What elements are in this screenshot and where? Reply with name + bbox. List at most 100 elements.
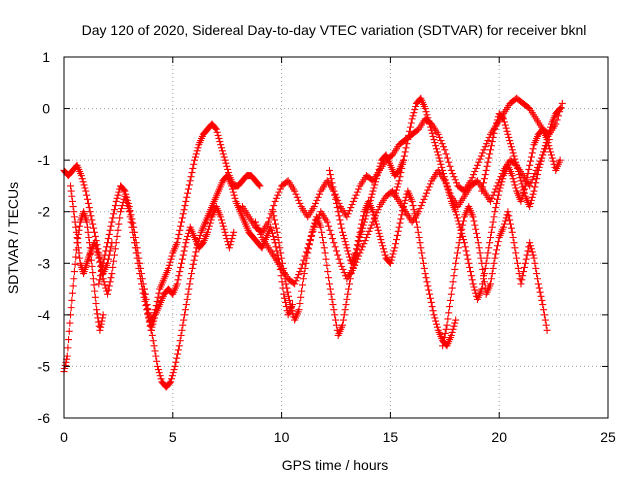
data-point bbox=[424, 282, 432, 290]
data-point bbox=[283, 284, 291, 292]
data-point bbox=[556, 105, 564, 113]
data-point bbox=[104, 286, 112, 294]
data-point bbox=[493, 116, 501, 124]
data-point bbox=[446, 296, 454, 304]
data-point bbox=[400, 152, 408, 160]
data-point bbox=[191, 153, 199, 161]
data-point bbox=[84, 223, 92, 231]
data-point bbox=[190, 160, 198, 168]
data-point bbox=[386, 259, 394, 267]
data-point bbox=[325, 166, 333, 174]
data-point bbox=[98, 263, 106, 271]
data-point bbox=[558, 99, 566, 107]
data-point bbox=[470, 171, 478, 179]
data-point bbox=[342, 301, 350, 309]
data-point bbox=[323, 218, 331, 226]
data-point bbox=[439, 342, 447, 350]
data-point bbox=[332, 195, 340, 203]
data-point bbox=[226, 241, 234, 249]
data-point bbox=[518, 276, 526, 284]
data-point bbox=[365, 227, 373, 235]
data-point bbox=[256, 182, 264, 190]
data-point bbox=[372, 178, 380, 186]
data-point bbox=[172, 358, 180, 366]
data-point bbox=[484, 137, 492, 145]
data-point bbox=[213, 128, 221, 136]
data-point bbox=[375, 229, 383, 237]
data-point bbox=[326, 285, 334, 293]
data-point bbox=[454, 244, 462, 252]
data-point bbox=[426, 180, 434, 188]
data-point bbox=[481, 143, 489, 151]
data-point bbox=[166, 379, 174, 387]
data-point bbox=[450, 322, 458, 330]
data-point bbox=[511, 181, 519, 189]
data-point bbox=[535, 163, 543, 171]
data-point bbox=[279, 264, 287, 272]
y-tick-label: -5 bbox=[38, 358, 51, 374]
data-point bbox=[178, 259, 186, 267]
data-point bbox=[419, 259, 427, 267]
data-point bbox=[182, 301, 190, 309]
data-point bbox=[432, 317, 440, 325]
data-point bbox=[543, 326, 551, 334]
data-point bbox=[97, 272, 105, 280]
data-point bbox=[184, 232, 192, 240]
data-point bbox=[100, 255, 108, 263]
data-point bbox=[274, 191, 282, 199]
data-point bbox=[532, 179, 540, 187]
data-point bbox=[522, 178, 530, 186]
data-point bbox=[475, 158, 483, 166]
data-point bbox=[230, 191, 238, 199]
data-point bbox=[99, 314, 107, 322]
data-point bbox=[542, 139, 550, 147]
data-point bbox=[482, 166, 490, 174]
data-point bbox=[278, 254, 286, 262]
data-point bbox=[228, 235, 236, 243]
data-point bbox=[186, 280, 194, 288]
data-point bbox=[525, 165, 533, 173]
data-point bbox=[106, 226, 114, 234]
data-point bbox=[100, 278, 108, 286]
data-point bbox=[373, 172, 381, 180]
y-tick-label: -3 bbox=[38, 255, 51, 271]
data-point bbox=[514, 264, 522, 272]
data-point bbox=[257, 230, 265, 238]
data-point bbox=[335, 212, 343, 220]
data-point bbox=[183, 295, 191, 303]
data-point bbox=[180, 247, 188, 255]
data-point bbox=[344, 247, 352, 255]
data-point bbox=[227, 238, 235, 246]
data-point bbox=[136, 259, 144, 267]
data-point bbox=[414, 228, 422, 236]
data-point bbox=[114, 191, 122, 199]
data-point bbox=[113, 232, 121, 240]
y-tick-label: -4 bbox=[38, 307, 51, 323]
data-point bbox=[529, 190, 537, 198]
data-point bbox=[509, 175, 517, 183]
data-point bbox=[321, 249, 329, 257]
data-point bbox=[139, 280, 147, 288]
data-point bbox=[293, 193, 301, 201]
data-point bbox=[186, 177, 194, 185]
data-point bbox=[153, 357, 161, 365]
data-point bbox=[89, 220, 97, 228]
data-point bbox=[229, 188, 237, 196]
data-point bbox=[527, 242, 535, 250]
data-point bbox=[176, 337, 184, 345]
data-point bbox=[369, 208, 377, 216]
data-point bbox=[334, 208, 342, 216]
data-point bbox=[292, 190, 300, 198]
data-point bbox=[93, 310, 101, 318]
data-point bbox=[278, 259, 286, 267]
data-point bbox=[362, 234, 370, 241]
data-point bbox=[453, 249, 461, 257]
data-point bbox=[193, 244, 201, 252]
data-point bbox=[175, 272, 183, 280]
data-point bbox=[371, 214, 379, 222]
data-point bbox=[280, 290, 288, 298]
data-point bbox=[518, 180, 526, 188]
data-point bbox=[315, 190, 323, 198]
data-point bbox=[433, 148, 441, 156]
data-point bbox=[522, 255, 530, 263]
